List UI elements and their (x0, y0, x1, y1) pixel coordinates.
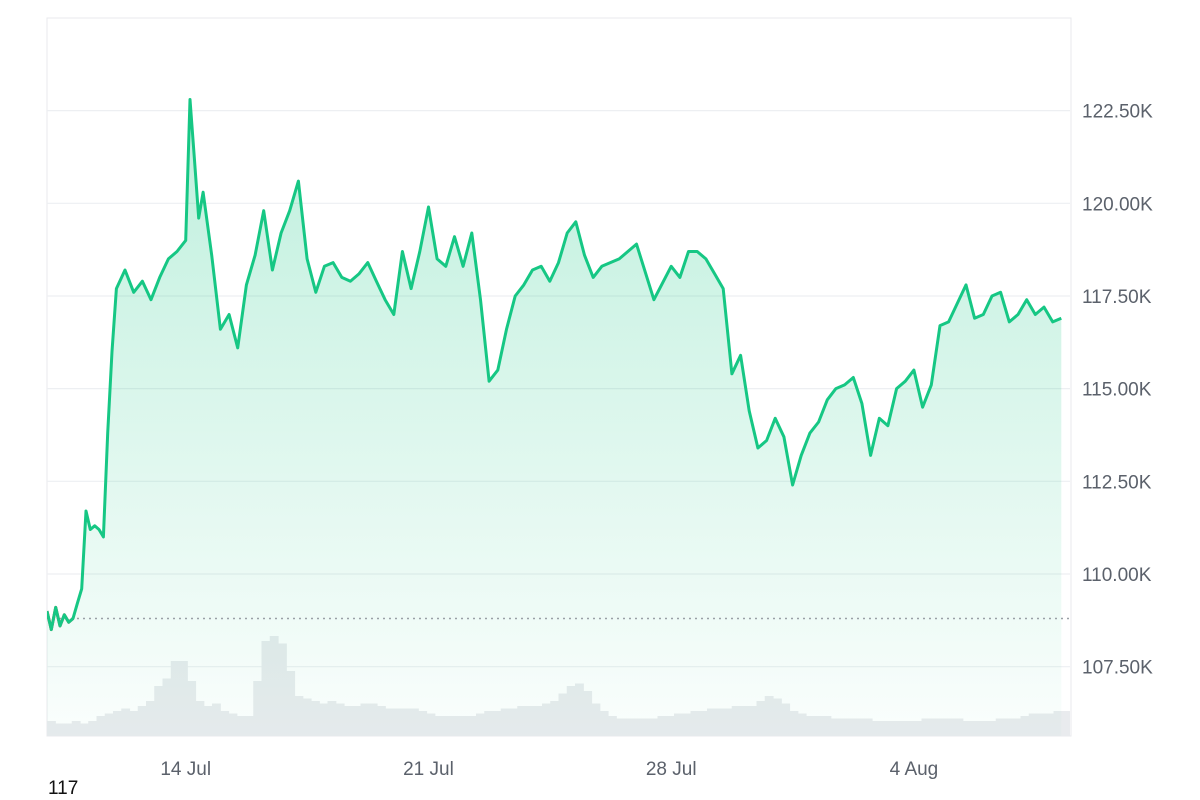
x-tick-label: 4 Aug (890, 759, 939, 780)
price-line (47, 98, 1062, 632)
y-tick-label: 110.00K (1082, 565, 1152, 586)
y-tick-label: 120.00K (1082, 194, 1153, 215)
footer-label: 117 (48, 778, 79, 799)
y-tick-label: 107.50K (1082, 658, 1153, 679)
volume-bar (1061, 711, 1070, 736)
x-tick-label: 14 Jul (160, 759, 211, 780)
x-tick-label: 28 Jul (646, 759, 697, 780)
y-tick-label: 122.50K (1082, 102, 1153, 123)
price-area-fill (47, 99, 1062, 736)
x-axis: 14 Jul 21 Jul 28 Jul 4 Aug (160, 759, 938, 780)
y-axis: 107.50K 110.00K 112.50K 115.00K 117.50K 120.0… (1082, 102, 1153, 679)
y-tick-label: 115.00K (1082, 380, 1152, 401)
x-tick-label: 21 Jul (403, 759, 454, 780)
y-tick-label: 117.50K (1082, 287, 1152, 308)
y-tick-label: 112.50K (1082, 472, 1152, 493)
